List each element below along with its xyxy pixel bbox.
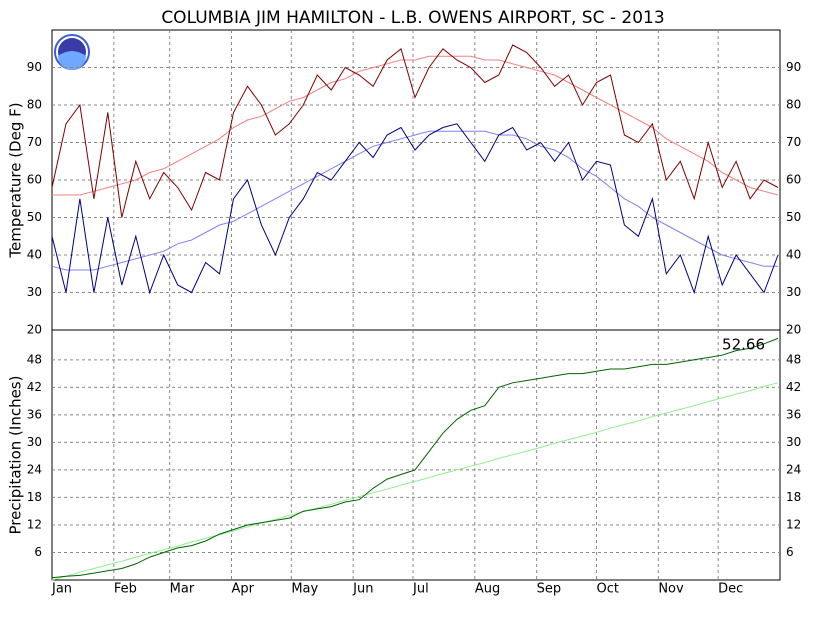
y-tick-label-right: 36 — [786, 407, 801, 421]
chart-title: COLUMBIA JIM HAMILTON - L.B. OWENS AIRPO… — [161, 8, 664, 28]
y-tick-label: 30 — [27, 285, 42, 299]
x-tick-label: Apr — [232, 582, 255, 597]
data-line — [52, 55, 779, 196]
x-tick-label: Aug — [475, 582, 500, 597]
y-tick-label-right: 18 — [786, 490, 801, 504]
y-tick-label-right: 6 — [786, 545, 794, 559]
x-tick-label: Dec — [718, 582, 743, 597]
x-tick-label: Jul — [412, 582, 429, 597]
annotation: 52.66 — [722, 336, 765, 354]
y-tick-label: 12 — [27, 517, 42, 531]
data-line — [51, 123, 779, 295]
y-tick-label: 48 — [27, 352, 42, 366]
y-tick-label-right: 48 — [786, 352, 801, 366]
y-tick-label-right: 30 — [786, 435, 801, 449]
x-tick-label: Jan — [51, 582, 72, 597]
y-axis-label: Precipitation (Inches) — [7, 376, 25, 535]
y-tick-label-right: 50 — [786, 210, 801, 224]
y-tick-label: 90 — [27, 60, 42, 74]
y-tick-label: 20 — [27, 323, 42, 337]
y-axis-label: Temperature (Deg F) — [7, 102, 25, 258]
y-tick-label-right: 42 — [786, 380, 801, 394]
y-tick-label: 70 — [27, 135, 42, 149]
y-tick-label-right: 12 — [786, 517, 801, 531]
y-tick-label: 18 — [27, 490, 42, 504]
x-tick-label: Nov — [658, 582, 684, 597]
y-tick-label: 36 — [27, 407, 42, 421]
noaa-logo — [54, 34, 90, 70]
y-tick-label-right: 60 — [786, 173, 801, 187]
y-tick-label: 42 — [27, 380, 42, 394]
data-line — [51, 382, 779, 581]
y-tick-label: 80 — [27, 98, 42, 112]
y-tick-label-right: 80 — [786, 98, 801, 112]
y-tick-label-right: 30 — [786, 285, 801, 299]
x-tick-label: Feb — [114, 582, 137, 597]
y-tick-label: 6 — [34, 545, 42, 559]
y-tick-label: 24 — [27, 462, 42, 476]
x-tick-label: Sep — [537, 582, 562, 597]
y-tick-label: 50 — [27, 210, 42, 224]
y-tick-label-right: 20 — [786, 323, 801, 337]
y-tick-label-right: 40 — [786, 248, 801, 262]
y-tick-label-right: 90 — [786, 60, 801, 74]
x-tick-label: Jun — [352, 582, 373, 597]
x-tick-label: Mar — [170, 582, 195, 597]
data-line — [51, 130, 778, 271]
x-tick-label: Oct — [597, 582, 619, 597]
data-line — [51, 337, 779, 579]
y-tick-label: 60 — [27, 173, 42, 187]
y-tick-label-right: 70 — [786, 135, 801, 149]
y-tick-label: 30 — [27, 435, 42, 449]
x-tick-label: May — [291, 582, 318, 597]
data-line — [51, 44, 779, 218]
y-tick-label: 40 — [27, 248, 42, 262]
y-tick-label-right: 24 — [786, 462, 801, 476]
plot-frame — [51, 29, 781, 581]
